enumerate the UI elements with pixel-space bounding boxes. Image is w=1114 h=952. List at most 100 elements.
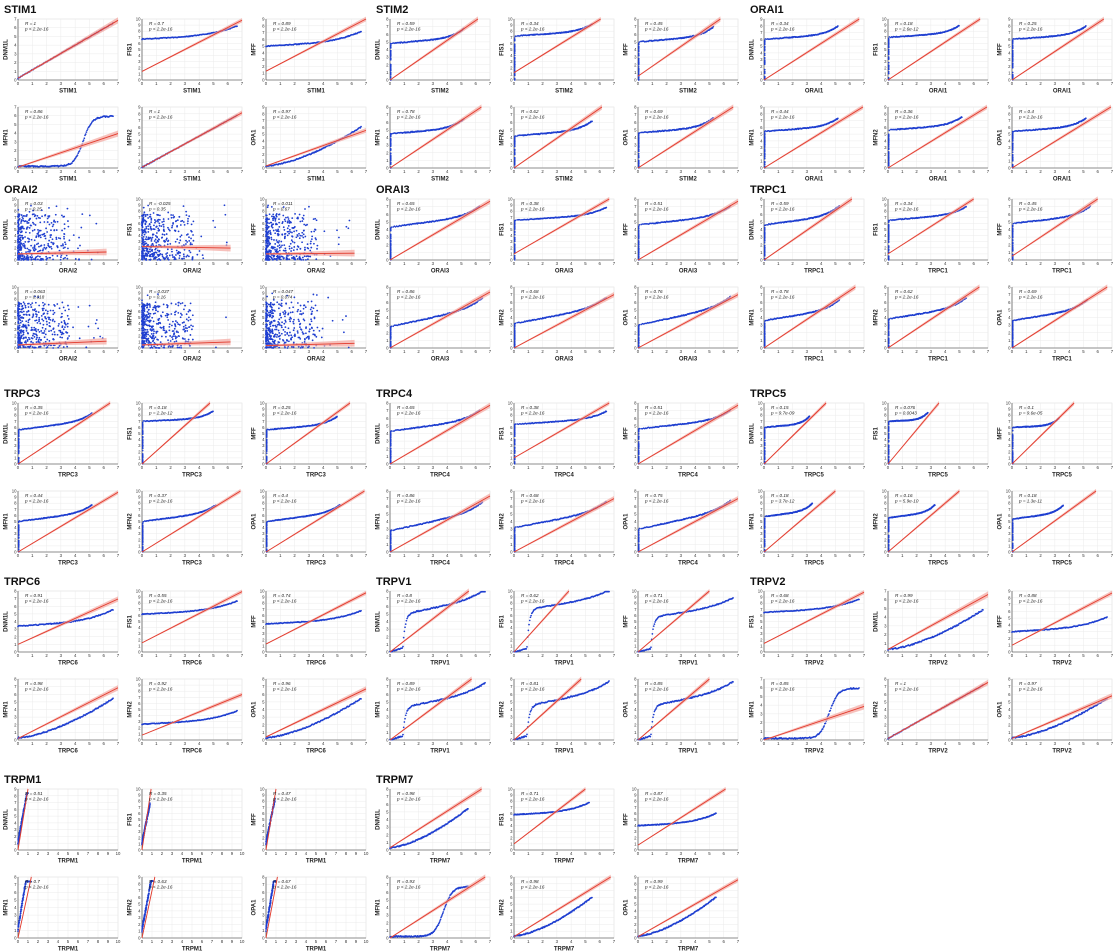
y-tick-label: 1 (510, 71, 513, 76)
r-value: R = 1 (149, 109, 161, 114)
data-point (179, 236, 181, 238)
data-point (52, 243, 54, 245)
y-tick-label: 1 (386, 70, 389, 75)
data-point (888, 147, 890, 149)
y-tick-label: 2 (634, 150, 637, 155)
data-point (1012, 147, 1014, 149)
x-tick-label: 1 (155, 169, 158, 174)
y-tick-label: 3 (510, 143, 513, 148)
data-point (764, 144, 766, 146)
y-tick-label: 6 (386, 32, 389, 37)
y-tick-label: 3 (884, 59, 887, 64)
y-tick-label: 1 (1008, 71, 1011, 76)
x-tick-label: 2 (293, 81, 296, 86)
data-point (191, 243, 193, 245)
data-point (638, 147, 640, 149)
y-tick-label: 6 (14, 221, 17, 226)
data-point (21, 235, 23, 237)
data-point (19, 247, 21, 249)
data-point (39, 234, 41, 236)
data-point (53, 229, 55, 231)
y-tick-label: 4 (510, 135, 513, 140)
y-tick-label: 8 (760, 111, 763, 116)
y-tick-label: 1 (884, 159, 887, 164)
y-tick-label: 1 (14, 69, 17, 74)
data-point (48, 240, 50, 242)
data-point (24, 236, 26, 238)
y-tick-label: 2 (138, 152, 141, 157)
data-point (764, 53, 766, 55)
data-point (49, 234, 51, 236)
data-point (150, 259, 152, 261)
y-tick-label: 9 (510, 23, 513, 28)
x-tick-label: 3 (308, 81, 311, 86)
y-tick-label: 7 (510, 35, 513, 40)
data-point (26, 221, 28, 223)
data-point (163, 226, 165, 228)
data-point (143, 258, 145, 260)
x-tick-label: 6 (849, 81, 852, 86)
y-tick-label: 8 (760, 23, 763, 28)
data-point (214, 226, 216, 228)
p-value: p < 2.2e-16 (396, 27, 421, 32)
data-point (52, 259, 54, 261)
p-value: p < 2.2e-16 (1018, 115, 1043, 120)
data-point (1012, 50, 1014, 52)
data-point (191, 223, 193, 225)
y-tick-label: 7 (14, 17, 17, 22)
x-tick-label: 3 (184, 261, 187, 266)
y-axis-title: DNM1L (4, 219, 10, 240)
data-point (149, 224, 151, 226)
data-point (226, 242, 228, 244)
data-point (1012, 165, 1014, 167)
data-point (67, 220, 69, 222)
data-point (19, 218, 21, 220)
data-point (152, 233, 154, 235)
y-tick-label: 6 (634, 120, 637, 125)
group-title-stim2: STIM2 (376, 4, 408, 16)
y-tick-label: 10 (136, 197, 141, 202)
y-tick-label: 9 (760, 105, 763, 110)
x-tick-label: 5 (88, 81, 91, 86)
x-tick-label: 0 (389, 169, 392, 174)
x-tick-label: 4 (322, 169, 325, 174)
x-tick-label: 4 (446, 81, 449, 86)
x-tick-label: 2 (293, 169, 296, 174)
data-point (33, 223, 35, 225)
y-tick-label: 1 (634, 70, 637, 75)
data-point (50, 236, 52, 238)
x-tick-label: 0 (513, 169, 516, 174)
data-point (638, 153, 640, 155)
x-tick-label: 6 (351, 169, 354, 174)
y-tick-label: 2 (884, 152, 887, 157)
data-point (179, 255, 181, 257)
data-point (60, 259, 62, 261)
data-point (19, 237, 21, 239)
y-tick-label: 8 (386, 105, 389, 110)
data-point (20, 222, 22, 224)
data-point (22, 259, 24, 261)
y-tick-label: 2 (262, 64, 265, 69)
data-point (638, 157, 640, 159)
x-tick-label: 4 (944, 169, 947, 174)
y-tick-label: 6 (262, 37, 265, 42)
data-point (142, 259, 144, 261)
x-tick-label: 7 (613, 169, 616, 174)
data-point (638, 142, 640, 144)
data-point (190, 244, 192, 246)
y-tick-label: 6 (760, 125, 763, 130)
data-point (34, 229, 36, 231)
data-point (514, 149, 516, 151)
y-tick-label: 3 (760, 57, 763, 62)
y-axis-title: OPA1 (252, 129, 258, 146)
data-point (65, 243, 67, 245)
data-point (34, 246, 36, 248)
data-point (47, 221, 49, 223)
data-point (25, 220, 27, 222)
data-point (888, 52, 890, 54)
y-tick-label: 4 (138, 138, 141, 143)
r-value: R = 0.62 (521, 109, 539, 114)
